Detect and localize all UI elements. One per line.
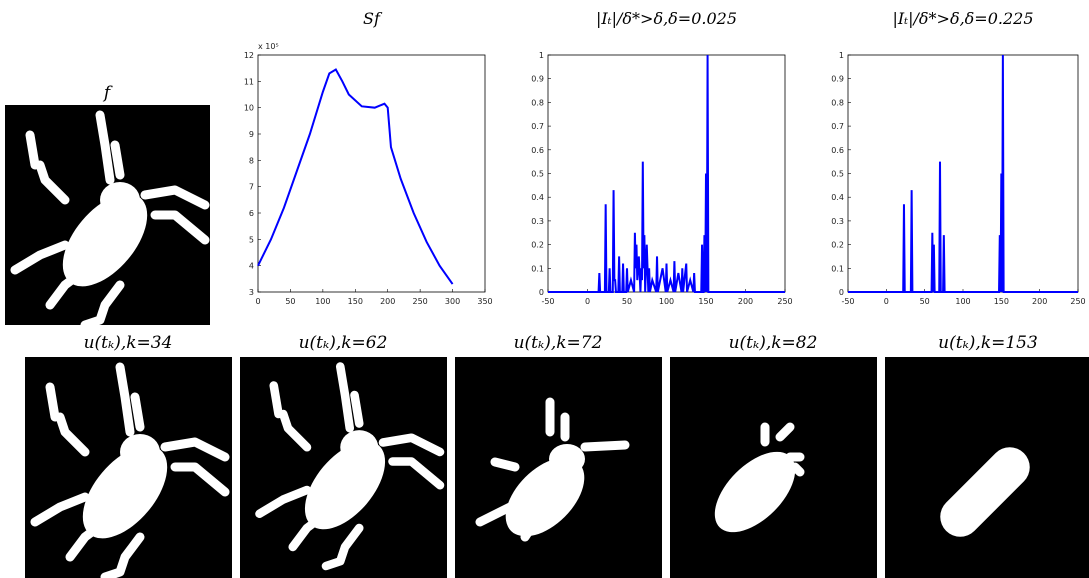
x-tick-label: 50: [622, 297, 632, 306]
data-line: [257, 68, 454, 285]
y-tick-label: 1: [839, 51, 844, 60]
x-tick-label: 0: [884, 297, 889, 306]
y-tick-label: 0.4: [831, 193, 844, 202]
x-tick-label: 0: [585, 297, 590, 306]
image-caption: u(tₖ),k=153: [938, 333, 1038, 353]
x-tick-label: 150: [994, 297, 1009, 306]
image: [885, 357, 1089, 578]
image: [670, 357, 877, 578]
y-tick-label: 4: [249, 262, 254, 271]
y-tick-label: 0.6: [531, 146, 544, 155]
x-tick-label: 100: [315, 297, 330, 306]
y-tick-label: 0.1: [831, 264, 844, 273]
y-tick-label: 0.8: [831, 98, 844, 107]
y-tick-label: 9: [249, 130, 254, 139]
y-tick-label: 1: [539, 51, 544, 60]
y-tick-label: 0.2: [831, 241, 844, 250]
y-tick-label: 0.7: [831, 122, 844, 131]
x-tick-label: 350: [477, 297, 492, 306]
image: [25, 357, 232, 578]
y-tick-label: 7: [249, 183, 254, 192]
y-tick-label: 11: [244, 77, 254, 86]
image-caption: u(tₖ),k=82: [729, 333, 818, 353]
x-tick-label: 150: [348, 297, 363, 306]
image-caption: u(tₖ),k=62: [299, 333, 388, 353]
x-tick-label: -50: [541, 297, 554, 306]
x-tick-label: -50: [841, 297, 854, 306]
x-tick-label: 100: [955, 297, 970, 306]
chart-title: |Iₜ|/δ*>δ,δ=0.225: [892, 9, 1033, 28]
x-tick-label: 250: [1070, 297, 1085, 306]
image-caption: u(tₖ),k=34: [84, 333, 173, 353]
y-tick-label: 0.3: [531, 217, 544, 226]
x-tick-label: 100: [659, 297, 674, 306]
x-tick-label: 50: [285, 297, 295, 306]
y-tick-label: 0.7: [531, 122, 544, 131]
x-tick-label: 250: [413, 297, 428, 306]
x-tick-label: 200: [380, 297, 395, 306]
chart-title: Sf: [363, 9, 383, 28]
y-tick-label: 3: [249, 288, 254, 297]
y-tick-label: 0.9: [831, 75, 844, 84]
y-tick-label: 0: [539, 288, 544, 297]
data-line: [848, 54, 1078, 293]
chart-title: |Iₜ|/δ*>δ,δ=0.025: [596, 9, 737, 28]
x-tick-label: 50: [920, 297, 930, 306]
data-line: [548, 54, 785, 293]
image-caption: u(tₖ),k=72: [514, 333, 603, 353]
y-tick-label: 0.6: [831, 146, 844, 155]
y-tick-label: 0.5: [531, 170, 544, 179]
x-tick-label: 250: [777, 297, 792, 306]
image: [455, 357, 662, 578]
y-tick-label: 6: [249, 209, 254, 218]
y-tick-label: 0.8: [531, 98, 544, 107]
plot-frame: [547, 54, 786, 293]
x-tick-label: 200: [1032, 297, 1047, 306]
y-tick-label: 0.9: [531, 75, 544, 84]
x-tick-label: 150: [698, 297, 713, 306]
y-tick-label: 0.2: [531, 241, 544, 250]
image: [240, 357, 447, 578]
y-tick-label: 12: [244, 51, 254, 60]
y-tick-label: 0: [839, 288, 844, 297]
y-tick-label: 0.5: [831, 170, 844, 179]
plot-frame: [257, 54, 486, 293]
y-tick-label: 10: [244, 104, 254, 113]
x-tick-label: 200: [738, 297, 753, 306]
y-tick-label: 0.1: [531, 264, 544, 273]
y-tick-label: 0.3: [831, 217, 844, 226]
x-tick-label: 300: [445, 297, 460, 306]
y-tick-label: 5: [249, 235, 254, 244]
y-scale-label: x 10⁵: [258, 42, 279, 51]
y-tick-label: 8: [249, 156, 254, 165]
image-caption: f: [102, 83, 113, 103]
image: [5, 105, 210, 325]
x-tick-label: 0: [255, 297, 260, 306]
y-tick-label: 0.4: [531, 193, 544, 202]
plot-frame: [847, 54, 1079, 293]
